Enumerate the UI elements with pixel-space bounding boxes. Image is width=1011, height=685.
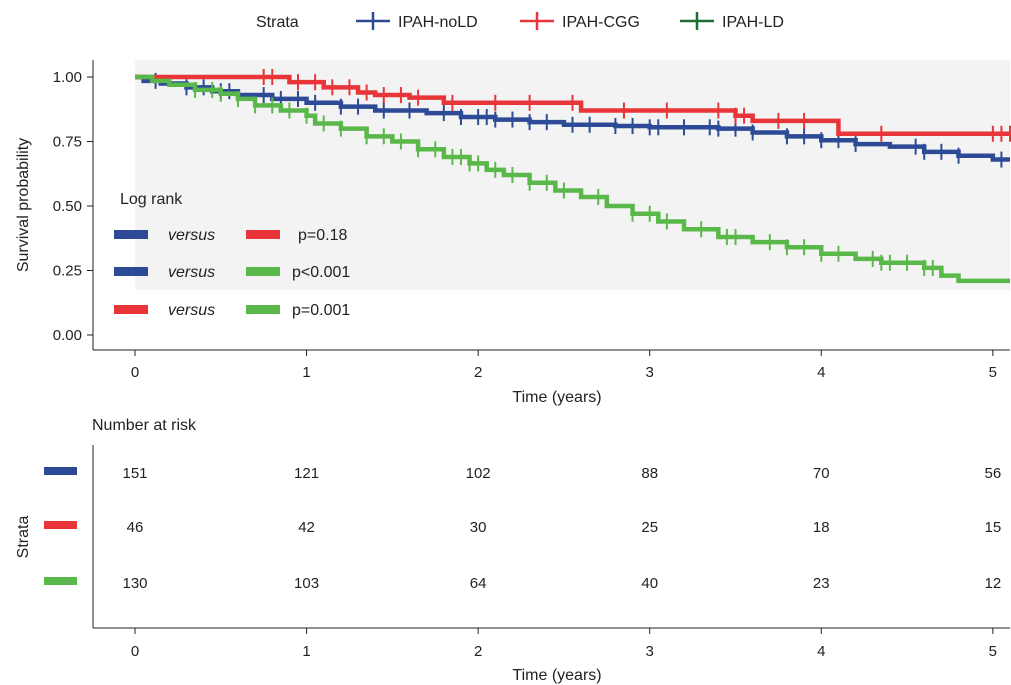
logrank-swatch-left <box>114 305 148 314</box>
logrank-swatch-right <box>246 230 280 239</box>
risk-table-title: Number at risk <box>92 417 197 434</box>
logrank-swatch-left <box>114 267 148 276</box>
risk-cell: 64 <box>470 575 487 592</box>
logrank-row: versus p<0.001 <box>114 264 350 281</box>
risk-row-swatch <box>44 521 77 529</box>
logrank-row: versus p=0.18 <box>114 227 347 244</box>
risk-cell: 151 <box>122 465 147 482</box>
x-tick-label: 4 <box>817 364 825 381</box>
logrank-pvalue: p<0.001 <box>292 264 350 281</box>
y-tick-label: 0.25 <box>53 263 82 280</box>
logrank-swatch-right <box>246 267 280 276</box>
risk-x-tick-label: 0 <box>131 643 139 660</box>
risk-cell: 103 <box>294 575 319 592</box>
x-tick-label: 1 <box>302 364 310 381</box>
risk-cell: 70 <box>813 465 830 482</box>
risk-x-tick-label: 2 <box>474 643 482 660</box>
x-tick-label: 5 <box>989 364 997 381</box>
logrank-annotation: Log rank versus p=0.18 versus p<0.001 ve… <box>114 191 350 319</box>
risk-cell: 18 <box>813 519 830 536</box>
logrank-pvalue: p=0.18 <box>298 227 347 244</box>
risk-x-tick-label: 4 <box>817 643 825 660</box>
risk-x-tick-label: 5 <box>989 643 997 660</box>
legend-label-ipah-ld: IPAH-LD <box>722 14 784 31</box>
risk-cell: 121 <box>294 465 319 482</box>
logrank-swatch-left <box>114 230 148 239</box>
risk-cells: 151 121 102 88 70 56 46 42 30 25 18 15 130 103 64 40 23 1… <box>122 465 1001 592</box>
logrank-versus: versus <box>168 302 215 319</box>
y-ticks: 0.00 0.25 0.50 0.75 1.00 <box>53 69 93 344</box>
legend-label-ipah-nold: IPAH-noLD <box>398 14 478 31</box>
risk-x-tick-label: 3 <box>646 643 654 660</box>
logrank-swatch-right <box>246 305 280 314</box>
risk-cell: 46 <box>127 519 144 536</box>
risk-cell: 15 <box>984 519 1001 536</box>
risk-cell: 102 <box>466 465 491 482</box>
risk-swatches <box>44 467 77 585</box>
risk-row-swatch <box>44 467 77 475</box>
risk-cell: 88 <box>641 465 658 482</box>
risk-cell: 130 <box>122 575 147 592</box>
km-plot: 0.00 0.25 0.50 0.75 1.00 0 1 2 3 4 5 Survival pro… <box>15 60 1011 406</box>
risk-x-ticks: 0 1 2 3 4 5 <box>131 628 997 660</box>
y-tick-label: 0.75 <box>53 134 82 151</box>
risk-cell: 30 <box>470 519 487 536</box>
risk-x-tick-label: 1 <box>302 643 310 660</box>
y-tick-label: 1.00 <box>53 69 82 86</box>
risk-table: Number at risk Strata Time (years) 151 12… <box>15 417 1010 684</box>
y-tick-label: 0.00 <box>53 327 82 344</box>
km-curve-ipah-cgg <box>135 74 1010 137</box>
x-ticks: 0 1 2 3 4 5 <box>131 350 997 381</box>
x-axis-title: Time (years) <box>512 389 601 406</box>
legend-title: Strata <box>256 14 299 31</box>
x-tick-label: 0 <box>131 364 139 381</box>
risk-cell: 56 <box>984 465 1001 482</box>
risk-cell: 42 <box>298 519 315 536</box>
risk-cell: 25 <box>641 519 658 536</box>
x-tick-label: 2 <box>474 364 482 381</box>
logrank-versus: versus <box>168 227 215 244</box>
legend-entry-ipah-nold: IPAH-noLD <box>356 12 478 31</box>
x-tick-label: 3 <box>646 364 654 381</box>
risk-cell: 40 <box>641 575 658 592</box>
risk-cell: 12 <box>984 575 1001 592</box>
legend-entry-ipah-cgg: IPAH-CGG <box>520 12 640 31</box>
legend-label-ipah-cgg: IPAH-CGG <box>562 14 640 31</box>
y-axis-title: Survival probability <box>15 138 32 272</box>
legend-entry-ipah-ld: IPAH-LD <box>680 12 784 31</box>
legend: Strata IPAH-noLD IPAH-CGG IPAH-LD <box>256 12 784 31</box>
y-tick-label: 0.50 <box>53 198 82 215</box>
logrank-versus: versus <box>168 264 215 281</box>
km-curves <box>135 69 1011 284</box>
logrank-row: versus p=0.001 <box>114 302 350 319</box>
risk-cell: 23 <box>813 575 830 592</box>
logrank-pvalue: p=0.001 <box>292 302 350 319</box>
risk-y-axis-title: Strata <box>15 516 32 559</box>
risk-x-axis-title: Time (years) <box>512 667 601 684</box>
risk-row-swatch <box>44 577 77 585</box>
logrank-title: Log rank <box>120 191 183 208</box>
